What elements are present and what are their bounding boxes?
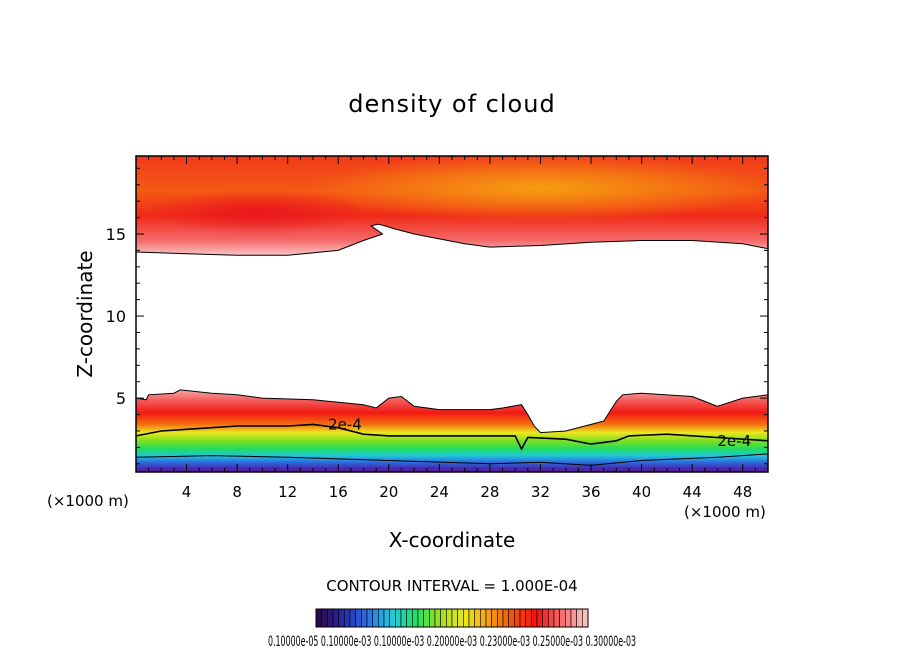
y-axis-ticks: 5 10 15 — [106, 167, 768, 465]
upper-cloud-contour — [136, 223, 768, 256]
colorbar-swatch — [485, 608, 492, 628]
colorbar-swatch — [349, 608, 356, 628]
colorbar-swatch — [383, 608, 390, 628]
colorbar-swatch — [474, 608, 481, 628]
colorbar-labels: 0.10000e-05 0.10000e-03 0.10000e-03 0.20… — [268, 634, 636, 650]
y-tick-label: 10 — [106, 307, 126, 326]
colorbar-swatch — [315, 608, 322, 628]
lower-cloud-contour — [136, 389, 768, 434]
colorbar-swatch — [536, 608, 543, 628]
colorbar-swatch — [400, 608, 407, 628]
contour-interval-label: CONTOUR INTERVAL = 1.000E-04 — [326, 577, 577, 595]
colorbar-swatch — [344, 608, 351, 628]
colorbar-swatch — [451, 608, 458, 628]
colorbar-swatch — [508, 608, 515, 628]
colorbar-swatch — [417, 608, 424, 628]
x-tick-label: 32 — [531, 483, 550, 501]
colorbar-swatch — [412, 608, 419, 628]
x-tick-label: 4 — [182, 483, 192, 501]
chart-title: density of cloud — [348, 90, 555, 118]
colorbar-swatch — [372, 608, 379, 628]
colorbar-swatch — [446, 608, 453, 628]
lower-cloud-layer — [136, 389, 768, 472]
colorbar-swatch — [553, 608, 560, 628]
x-axis-ticks: 4 8 12 16 20 24 28 32 36 40 44 48 — [148, 156, 756, 501]
colorbar — [315, 608, 589, 628]
x-tick-label: 40 — [632, 483, 651, 501]
colorbar-swatch — [582, 608, 589, 628]
colorbar-swatch — [491, 608, 498, 628]
plot-area — [136, 156, 768, 472]
colorbar-swatch — [457, 608, 464, 628]
colorbar-swatch — [395, 608, 402, 628]
colorbar-swatch — [378, 608, 385, 628]
contour-line-low — [136, 453, 768, 466]
x-tick-label: 20 — [379, 483, 398, 501]
x-axis-label: X-coordinate — [389, 528, 516, 552]
colorbar-swatch — [440, 608, 447, 628]
colorbar-swatch — [429, 608, 436, 628]
colorbar-swatch — [434, 608, 441, 628]
colorbar-swatch — [389, 608, 396, 628]
contour-label-right: 2e-4 — [717, 432, 751, 450]
colorbar-swatch — [355, 608, 362, 628]
x-unit-label-right: (×1000 m) — [684, 503, 766, 521]
colorbar-frame — [315, 608, 589, 628]
colorbar-swatch — [542, 608, 549, 628]
colorbar-swatch — [366, 608, 373, 628]
colorbar-swatch — [576, 608, 583, 628]
x-tick-label: 24 — [430, 483, 449, 501]
colorbar-swatch — [327, 608, 334, 628]
x-tick-label: 48 — [733, 483, 752, 501]
colorbar-swatch — [423, 608, 430, 628]
colorbar-swatch — [565, 608, 572, 628]
colorbar-swatch — [321, 608, 328, 628]
colorbar-swatch — [548, 608, 555, 628]
x-tick-label: 16 — [329, 483, 348, 501]
colorbar-swatch — [332, 608, 339, 628]
x-tick-label: 28 — [480, 483, 499, 501]
colorbar-swatch — [463, 608, 470, 628]
upper-orange-core — [310, 156, 768, 222]
colorbar-swatch — [519, 608, 526, 628]
colorbar-swatch — [406, 608, 413, 628]
colorbar-swatch — [468, 608, 475, 628]
colorbar-swatch — [514, 608, 521, 628]
colorbar-swatch — [570, 608, 577, 628]
colorbar-swatch — [338, 608, 345, 628]
x-tick-label: 8 — [232, 483, 242, 501]
x-tick-label: 36 — [581, 483, 600, 501]
colorbar-swatch — [361, 608, 368, 628]
y-axis-label: Z-coordinate — [73, 250, 97, 377]
x-unit-label-left: (×1000 m) — [47, 492, 129, 510]
colorbar-swatch — [480, 608, 487, 628]
colorbar-swatch — [559, 608, 566, 628]
colorbar-swatch — [525, 608, 532, 628]
contour-line-2e-4 — [136, 423, 768, 451]
colorbar-swatch — [497, 608, 504, 628]
y-tick-label: 15 — [106, 225, 126, 244]
x-tick-label: 12 — [278, 483, 297, 501]
x-tick-label: 44 — [683, 483, 702, 501]
upper-red-core — [148, 190, 368, 234]
contour-label-left: 2e-4 — [328, 415, 362, 433]
colorbar-swatch — [502, 608, 509, 628]
y-tick-label: 5 — [116, 389, 126, 408]
colorbar-swatch — [531, 608, 538, 628]
contour-labels: 2e-4 2e-4 — [328, 415, 751, 449]
